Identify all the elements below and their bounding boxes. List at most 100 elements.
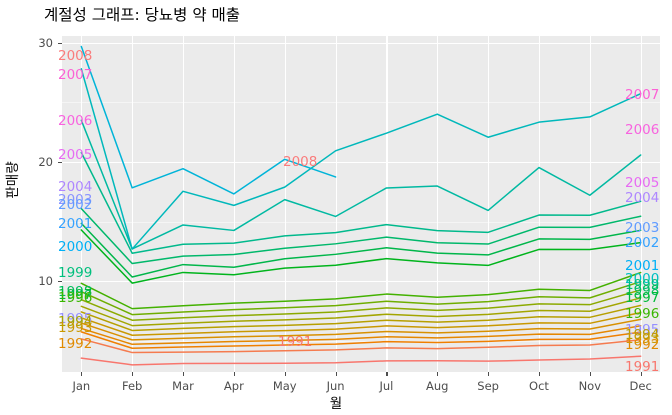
series-line-2005 [80,151,642,254]
series-line-1994 [80,325,642,346]
x-tick-mark-nov [589,372,591,376]
series-line-2004 [80,207,642,265]
series-line-1993 [80,331,642,349]
series-line-2001 [80,271,642,310]
right-series-label-2006: 2006 [625,122,660,138]
y-tick-mark-20 [58,161,62,164]
left-series-label-1997: 1997 [58,287,93,303]
x-tick-label-apr: Apr [223,379,244,393]
gridline-x-major [437,36,439,372]
series-line-1991 [80,355,642,366]
left-series-label-2006: 2006 [58,113,93,129]
x-tick-mark-may [284,372,286,376]
right-series-label-2007: 2007 [625,87,660,103]
series-line-1992 [80,338,642,354]
gridline-x-major [539,36,541,372]
x-tick-mark-feb [132,372,134,376]
y-tick-mark-10 [58,281,62,283]
gridline-x-major [132,36,134,372]
x-tick-label-sep: Sep [477,379,499,393]
y-axis-title: 판매량 [5,161,21,199]
x-tick-mark-jul [386,372,388,376]
y-tick-mark-30 [58,42,62,44]
x-tick-mark-sep [488,372,490,376]
left-series-label-2001: 2001 [58,216,93,232]
right-series-label-1992: 1992 [625,337,660,353]
gridline-x-major [640,36,642,372]
series-line-2006 [80,119,642,250]
inline-series-label-2008: 2008 [283,154,318,170]
gridline-y-minor [62,102,660,104]
x-tick-label-jan: Jan [72,379,91,393]
right-series-label-1997: 1997 [625,290,660,306]
y-tick-label-10: 10 [38,274,53,289]
series-line-1998 [80,297,642,327]
x-tick-label-feb: Feb [121,379,143,393]
left-series-label-1999: 1999 [58,265,93,281]
x-axis-title: 월 [329,396,343,412]
right-series-label-2004: 2004 [625,190,660,206]
x-tick-label-oct: Oct [529,379,549,393]
y-tick-label-30: 30 [38,35,53,50]
left-series-label-2008: 2008 [58,48,93,64]
series-line-2007 [80,68,642,250]
right-series-label-2002: 2002 [625,235,660,251]
chart-title: 계절성 그래프: 당뇨병 약 매출 [44,6,241,24]
gridline-x-major [81,36,83,372]
right-series-label-2000: 2000 [625,271,660,287]
gridline-x-major [488,36,490,372]
right-series-label-2003: 2003 [625,220,660,236]
right-series-label-1996: 1996 [625,306,660,322]
x-tick-mark-mar [183,372,185,376]
gridline-x-major [183,36,185,372]
y-tick-label-20: 20 [38,154,53,169]
series-line-1997 [80,304,642,332]
x-tick-mark-jun [335,372,337,376]
left-series-label-2007: 2007 [58,67,93,83]
right-series-label-1991: 1991 [625,359,660,375]
left-series-label-1994: 1994 [58,314,93,330]
inline-series-label-1991: 1991 [278,334,313,350]
gridline-y-major [62,281,660,283]
series-line-1996 [80,311,642,336]
left-series-label-1996: 1996 [58,290,93,306]
left-series-label-2005: 2005 [58,147,93,163]
gridline-x-major [386,36,388,372]
left-series-label-1998: 1998 [58,284,93,300]
gridline-y-minor [62,341,660,343]
x-tick-label-nov: Nov [578,379,602,393]
left-series-label-2000: 2000 [58,239,93,255]
x-tick-label-mar: Mar [172,379,194,393]
left-series-label-1992: 1992 [58,336,93,352]
left-series-label-1993: 1993 [58,320,93,336]
right-series-label-1995: 1995 [625,322,660,338]
x-tick-label-dec: Dec [629,379,652,393]
x-tick-label-may: May [272,379,297,393]
right-series-label-2005: 2005 [625,175,660,191]
left-series-label-2002: 2002 [58,197,93,213]
x-tick-mark-apr [233,372,236,376]
x-tick-mark-jan [81,372,83,376]
series-lines [80,45,642,366]
series-line-1995 [80,318,642,341]
gridline-y-minor [62,221,660,223]
x-tick-label-jul: Jul [379,379,394,393]
series-line-2003 [80,222,642,278]
right-series-label-1993: 1993 [625,331,660,347]
gridline-x-major [284,36,286,372]
x-tick-label-jun: Jun [326,379,345,393]
gridline-x-major [589,36,591,372]
gridline-x-major [233,36,236,372]
x-tick-label-aug: Aug [426,379,449,393]
x-tick-mark-dec [640,372,642,376]
left-series-label-1995: 1995 [58,311,93,327]
plot-panel: 2008 1991 [62,36,660,372]
x-tick-mark-oct [539,372,541,376]
right-series-label-2001: 2001 [625,258,660,274]
left-series-label-2003: 2003 [58,192,93,208]
series-line-1999 [80,289,642,321]
series-line-2002 [80,229,642,284]
series-line-2000 [80,280,642,316]
right-series-label-1999: 1999 [625,277,660,293]
